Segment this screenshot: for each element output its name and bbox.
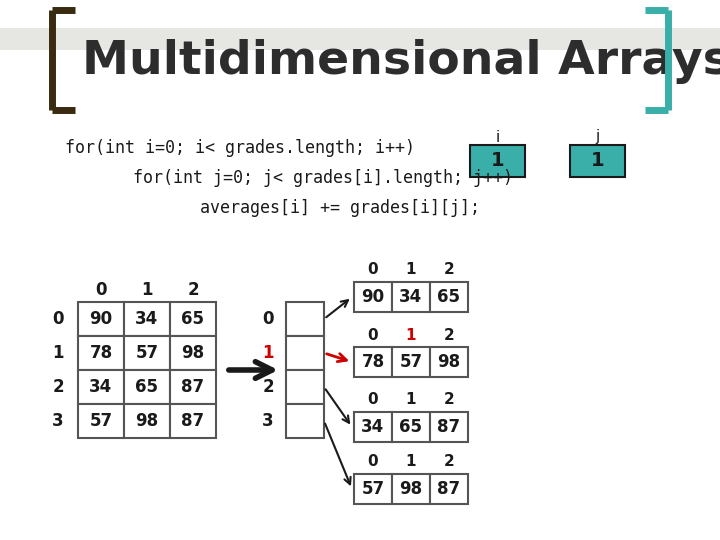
- Bar: [354, 412, 392, 442]
- Text: 2: 2: [444, 327, 454, 342]
- Text: 3: 3: [262, 412, 274, 430]
- Text: 87: 87: [181, 378, 204, 396]
- Bar: [170, 336, 216, 370]
- Bar: [78, 336, 124, 370]
- Text: 57: 57: [361, 480, 384, 498]
- Text: 98: 98: [438, 353, 461, 371]
- Text: 0: 0: [95, 281, 107, 299]
- Text: 34: 34: [361, 418, 384, 436]
- Text: 2: 2: [52, 378, 64, 396]
- Text: 1: 1: [406, 455, 416, 469]
- Text: 57: 57: [400, 353, 423, 371]
- Text: 57: 57: [135, 344, 158, 362]
- Text: 78: 78: [361, 353, 384, 371]
- Text: 78: 78: [89, 344, 112, 362]
- Text: 1: 1: [262, 344, 274, 362]
- Bar: [430, 474, 468, 504]
- Text: 1: 1: [491, 152, 504, 171]
- Text: 90: 90: [361, 288, 384, 306]
- Bar: [170, 404, 216, 438]
- Bar: [124, 302, 170, 336]
- Bar: [286, 404, 324, 438]
- Text: for(int i=0; i< grades.length; i++): for(int i=0; i< grades.length; i++): [65, 139, 415, 157]
- Text: 90: 90: [89, 310, 112, 328]
- Text: 1: 1: [406, 327, 416, 342]
- Bar: [170, 302, 216, 336]
- Bar: [430, 282, 468, 312]
- Text: 0: 0: [368, 393, 378, 408]
- Bar: [354, 347, 392, 377]
- Text: 98: 98: [400, 480, 423, 498]
- Text: averages[i] += grades[i][j];: averages[i] += grades[i][j];: [120, 199, 480, 217]
- Bar: [392, 347, 430, 377]
- Text: 1: 1: [406, 262, 416, 278]
- Bar: [570, 145, 625, 177]
- Bar: [430, 412, 468, 442]
- Text: 2: 2: [444, 455, 454, 469]
- Text: 87: 87: [181, 412, 204, 430]
- Text: 2: 2: [444, 262, 454, 278]
- Bar: [392, 282, 430, 312]
- Bar: [124, 404, 170, 438]
- Text: 1: 1: [141, 281, 153, 299]
- Bar: [286, 336, 324, 370]
- Bar: [78, 370, 124, 404]
- Bar: [354, 474, 392, 504]
- Text: 2: 2: [187, 281, 199, 299]
- Bar: [0, 28, 720, 50]
- Text: 1: 1: [53, 344, 64, 362]
- Text: 0: 0: [368, 262, 378, 278]
- Bar: [124, 370, 170, 404]
- Bar: [286, 302, 324, 336]
- Bar: [286, 370, 324, 404]
- Text: 65: 65: [181, 310, 204, 328]
- Text: 57: 57: [89, 412, 112, 430]
- Text: j: j: [595, 130, 600, 145]
- Text: 0: 0: [368, 327, 378, 342]
- Text: 65: 65: [135, 378, 158, 396]
- Bar: [392, 474, 430, 504]
- Text: 0: 0: [262, 310, 274, 328]
- Text: 34: 34: [400, 288, 423, 306]
- Text: 0: 0: [368, 455, 378, 469]
- Text: Multidimensional Arrays: Multidimensional Arrays: [82, 39, 720, 84]
- Bar: [470, 145, 525, 177]
- Text: 98: 98: [181, 344, 204, 362]
- Bar: [78, 404, 124, 438]
- Text: 87: 87: [438, 418, 461, 436]
- Bar: [430, 347, 468, 377]
- Text: 98: 98: [135, 412, 158, 430]
- Text: 2: 2: [262, 378, 274, 396]
- Bar: [170, 370, 216, 404]
- Text: 65: 65: [400, 418, 423, 436]
- Text: i: i: [495, 130, 500, 145]
- Text: 34: 34: [89, 378, 112, 396]
- Text: 0: 0: [53, 310, 64, 328]
- Text: 2: 2: [444, 393, 454, 408]
- Bar: [78, 302, 124, 336]
- Text: 3: 3: [52, 412, 64, 430]
- Bar: [354, 282, 392, 312]
- Bar: [392, 412, 430, 442]
- Bar: [124, 336, 170, 370]
- Text: 1: 1: [406, 393, 416, 408]
- Text: 1: 1: [590, 152, 604, 171]
- Text: 65: 65: [438, 288, 461, 306]
- Text: 34: 34: [135, 310, 158, 328]
- Text: for(int j=0; j< grades[i].length; j++): for(int j=0; j< grades[i].length; j++): [93, 169, 513, 187]
- Text: 87: 87: [438, 480, 461, 498]
